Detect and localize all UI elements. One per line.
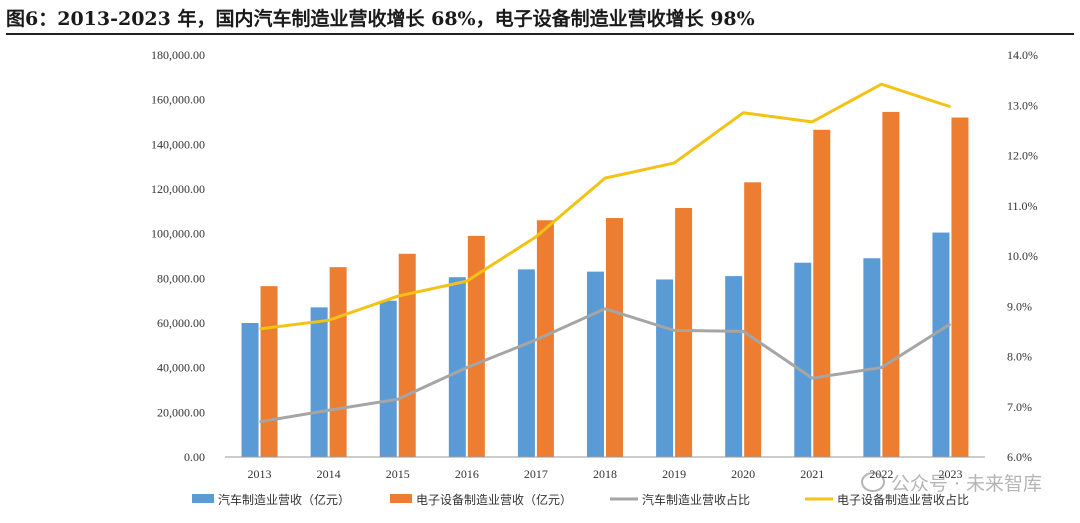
x-axis-ticks: 2013 2014 2015 2016 2017 2018 2019 2020 2021 2022… bbox=[248, 467, 963, 481]
bar bbox=[587, 271, 604, 457]
x-tick-label: 2017 bbox=[524, 467, 548, 481]
x-tick-label: 2018 bbox=[593, 467, 617, 481]
y-tick-label: 180,000.00 bbox=[151, 48, 205, 62]
y-tick-label: 80,000.00 bbox=[157, 271, 205, 285]
y-tick-label: 60,000.00 bbox=[157, 316, 205, 330]
bar bbox=[813, 129, 831, 458]
legend-swatch bbox=[390, 494, 412, 503]
y-tick-label: 20,000.00 bbox=[157, 405, 205, 419]
series-line bbox=[259, 307, 952, 424]
right-axis-ticks: 6.0% 7.0% 8.0% 9.0% 10.0% 11.0% 12.0% 13.0% 14.0… bbox=[1007, 48, 1038, 464]
bar bbox=[744, 182, 762, 458]
legend-label: 电子设备制造业营收占比 bbox=[837, 492, 969, 507]
y2-tick-label: 11.0% bbox=[1007, 199, 1038, 213]
bar bbox=[398, 253, 416, 457]
title-divider bbox=[6, 33, 1074, 35]
legend-swatch bbox=[192, 494, 214, 503]
x-tick-label: 2021 bbox=[800, 467, 824, 481]
y2-tick-label: 10.0% bbox=[1007, 249, 1038, 263]
bar bbox=[310, 307, 328, 457]
legend-label: 电子设备制造业营收（亿元） bbox=[416, 492, 572, 507]
series-line bbox=[259, 82, 951, 331]
y-tick-label: 160,000.00 bbox=[151, 93, 205, 107]
y2-tick-label: 13.0% bbox=[1007, 98, 1038, 112]
bar bbox=[329, 267, 347, 457]
y2-tick-label: 14.0% bbox=[1007, 48, 1038, 62]
bar bbox=[517, 269, 535, 457]
watermark-text: 公众号 · 未来智库 bbox=[890, 473, 1042, 495]
y2-tick-label: 6.0% bbox=[1007, 450, 1032, 464]
y2-tick-label: 7.0% bbox=[1007, 400, 1032, 414]
x-tick-label: 2019 bbox=[662, 467, 686, 481]
x-tick-label: 2023 bbox=[938, 467, 962, 481]
bar bbox=[241, 323, 259, 457]
bar bbox=[260, 286, 278, 457]
bar bbox=[467, 235, 485, 457]
bar bbox=[675, 207, 693, 457]
y2-tick-label: 12.0% bbox=[1007, 149, 1038, 163]
x-tick-label: 2015 bbox=[386, 467, 410, 481]
bar bbox=[863, 258, 881, 457]
bar bbox=[656, 279, 674, 457]
y-tick-label: 40,000.00 bbox=[157, 361, 205, 375]
y-tick-label: 0.00 bbox=[184, 450, 205, 464]
chart-title: 图6：2013-2023 年，国内汽车制造业营收增长 68%，电子设备制造业营收… bbox=[6, 8, 755, 30]
x-tick-label: 2020 bbox=[731, 467, 755, 481]
y2-tick-label: 8.0% bbox=[1007, 350, 1032, 364]
bar bbox=[536, 220, 554, 457]
bar bbox=[882, 111, 900, 457]
y-tick-label: 140,000.00 bbox=[151, 137, 205, 151]
x-tick-label: 2016 bbox=[455, 467, 479, 481]
wechat-icon bbox=[860, 472, 885, 492]
y-tick-label: 120,000.00 bbox=[151, 182, 205, 196]
lines bbox=[259, 82, 952, 424]
bar bbox=[794, 262, 812, 457]
legend-label: 汽车制造业营收（亿元） bbox=[218, 492, 350, 507]
legend: 汽车制造业营收（亿元） 电子设备制造业营收（亿元） 汽车制造业营收占比 电子设备制造业… bbox=[192, 492, 969, 507]
bar bbox=[379, 300, 397, 457]
legend-label: 汽车制造业营收占比 bbox=[642, 492, 750, 507]
left-axis-ticks: 0.00 20,000.00 40,000.00 60,000.00 80,000.00… bbox=[151, 48, 205, 464]
x-tick-label: 2014 bbox=[317, 467, 341, 481]
bar bbox=[725, 276, 743, 457]
bar bbox=[932, 232, 950, 457]
bar bbox=[951, 117, 969, 458]
y-tick-label: 100,000.00 bbox=[151, 227, 205, 241]
x-tick-label: 2013 bbox=[248, 467, 272, 481]
bar bbox=[606, 218, 623, 457]
y2-tick-label: 9.0% bbox=[1007, 299, 1032, 313]
watermark: 公众号 · 未来智库 bbox=[860, 469, 1042, 496]
bar bbox=[448, 277, 466, 457]
